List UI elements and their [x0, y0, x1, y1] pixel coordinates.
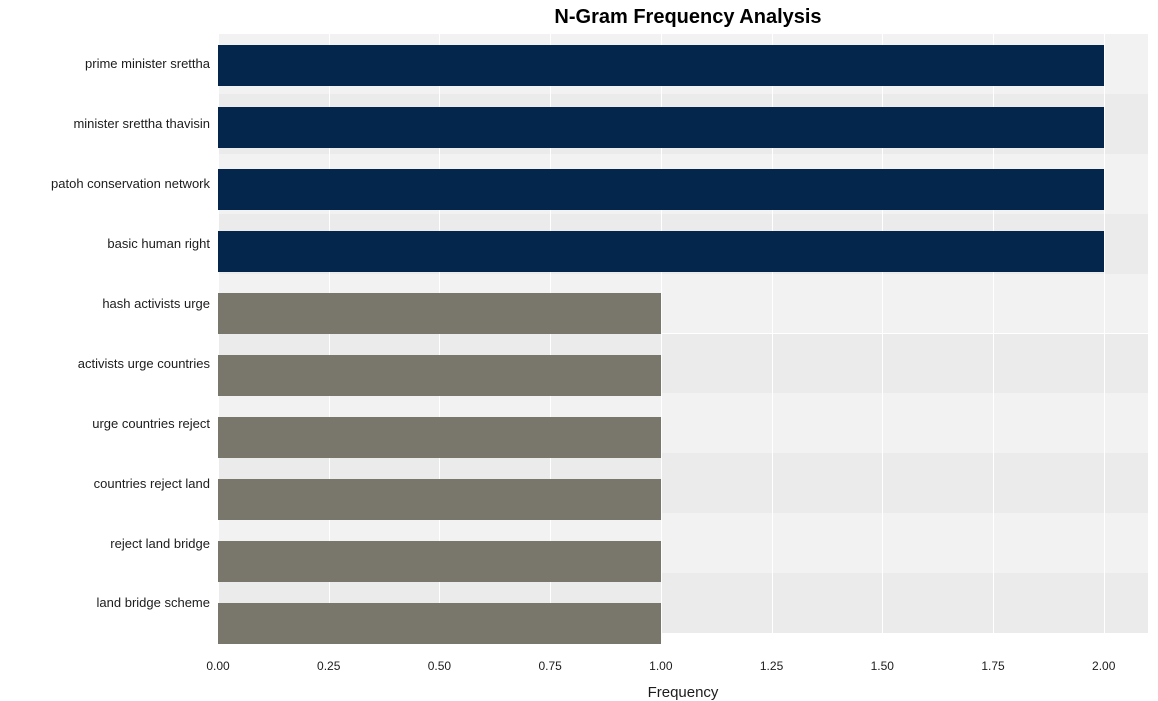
- x-axis-tick: 1.50: [871, 659, 894, 673]
- bar: [218, 541, 661, 582]
- y-axis-label: countries reject land: [0, 455, 218, 512]
- bar-row: [218, 159, 1148, 219]
- bar-row: [218, 35, 1148, 95]
- bar-row: [218, 97, 1148, 157]
- x-axis-tick: 0.00: [206, 659, 229, 673]
- y-axis-label: basic human right: [0, 215, 218, 272]
- x-axis-tick: 2.00: [1092, 659, 1115, 673]
- bar: [218, 603, 661, 644]
- ngram-chart: N-Gram Frequency Analysis prime minister…: [0, 0, 1158, 701]
- x-axis-title: Frequency: [648, 684, 719, 701]
- y-axis-label: minister srettha thavisin: [0, 95, 218, 152]
- y-axis-label: prime minister srettha: [0, 35, 218, 92]
- x-axis-tick: 0.25: [317, 659, 340, 673]
- bars-layer: [218, 34, 1148, 655]
- bar-row: [218, 532, 1148, 592]
- bar: [218, 45, 1104, 86]
- bar-row: [218, 470, 1148, 530]
- y-axis-label: hash activists urge: [0, 275, 218, 332]
- x-axis-tick: 1.25: [760, 659, 783, 673]
- bar: [218, 417, 661, 458]
- bar: [218, 355, 661, 396]
- x-axis: Frequency 0.000.250.500.751.001.251.501.…: [218, 655, 1148, 701]
- bar-row: [218, 346, 1148, 406]
- y-axis: prime minister sretthaminister srettha t…: [0, 34, 218, 633]
- bar-row: [218, 594, 1148, 654]
- chart-body: prime minister sretthaminister srettha t…: [0, 34, 1158, 701]
- chart-title: N-Gram Frequency Analysis: [0, 0, 1158, 34]
- y-axis-label: patoh conservation network: [0, 155, 218, 212]
- y-axis-label: reject land bridge: [0, 515, 218, 572]
- bar-row: [218, 408, 1148, 468]
- x-axis-tick: 1.00: [649, 659, 672, 673]
- plot-column: Frequency 0.000.250.500.751.001.251.501.…: [218, 34, 1158, 701]
- bar: [218, 293, 661, 334]
- y-axis-label: land bridge scheme: [0, 574, 218, 631]
- x-axis-tick: 1.75: [981, 659, 1004, 673]
- y-axis-label: activists urge countries: [0, 335, 218, 392]
- x-axis-tick: 0.75: [538, 659, 561, 673]
- bar: [218, 169, 1104, 210]
- y-axis-label: urge countries reject: [0, 395, 218, 452]
- bar-row: [218, 283, 1148, 343]
- plot-area: [218, 34, 1148, 655]
- bar: [218, 231, 1104, 272]
- bar-row: [218, 221, 1148, 281]
- bar: [218, 107, 1104, 148]
- x-axis-tick: 0.50: [428, 659, 451, 673]
- bar: [218, 479, 661, 520]
